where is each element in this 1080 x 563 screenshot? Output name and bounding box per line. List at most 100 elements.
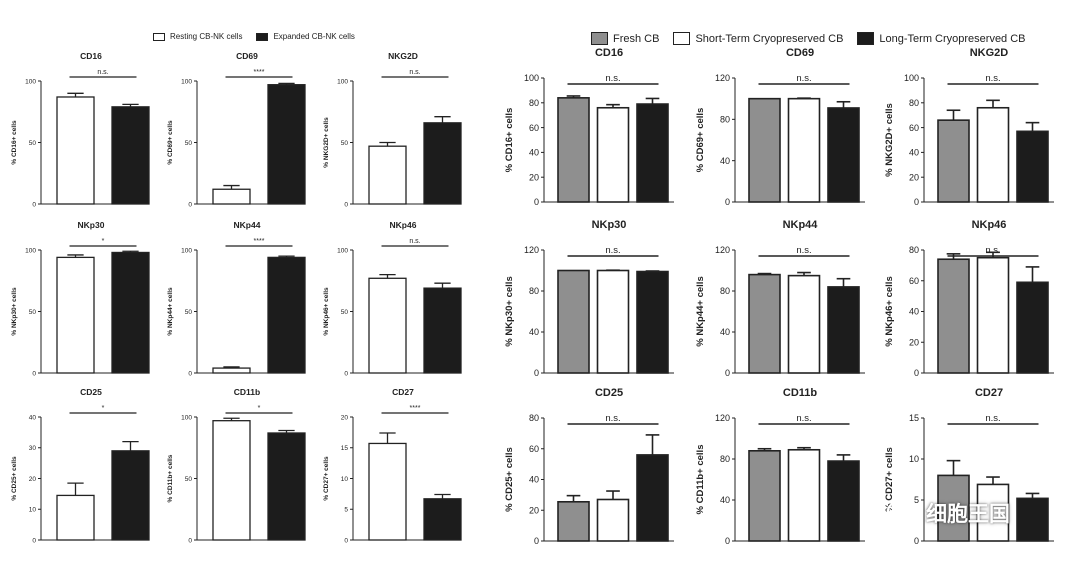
bar-1 [557, 500, 590, 542]
chart-panel-right-cd69: 0 40 80 120 % CD69+ cells CD69 n.s. [695, 47, 865, 207]
bar-3 [636, 270, 669, 374]
legend-label: Expanded CB-NK cells [273, 32, 355, 41]
y-tick-label: 0 [32, 201, 36, 208]
chart-panel-left-cd69: 0 50 100 % CD69+ cells CD69 **** [167, 51, 306, 208]
y-tick-label: 120 [715, 73, 730, 83]
chart-title: CD69 [786, 47, 814, 59]
significance-label: n.s. [985, 245, 1000, 256]
chart-title: CD27 [975, 387, 1003, 399]
chart-title: CD16 [595, 47, 623, 59]
chart-title: CD69 [236, 51, 258, 61]
significance-label: n.s. [605, 413, 620, 424]
bar-2 [423, 498, 462, 541]
significance-label: n.s. [796, 73, 811, 84]
y-tick-label: 5 [914, 495, 919, 505]
y-axis-label: % CD16+ cells [11, 120, 18, 165]
y-tick-label: 120 [715, 245, 730, 255]
chart-panel-right-cd11b: 0 40 80 120 % CD11b+ cells CD11b n.s. [695, 387, 865, 546]
chart-panel-left-cd27: 0 5 10 15 20 % CD27+ cells CD27 **** [323, 387, 462, 544]
y-axis-label: % CD11b+ cells [695, 445, 706, 515]
chart-panel-left-cd11b: 0 50 100 % CD11b+ cells CD11b * [167, 387, 306, 544]
bar-2 [267, 84, 306, 205]
bar-2 [111, 251, 150, 374]
y-tick-label: 0 [344, 537, 348, 544]
bar-1 [557, 97, 590, 203]
y-tick-label: 0 [344, 201, 348, 208]
y-tick-label: 50 [185, 140, 193, 147]
chart-title: CD27 [392, 387, 414, 397]
y-tick-label: 0 [188, 370, 192, 377]
chart-title: CD11b [783, 387, 818, 399]
y-tick-label: 0 [914, 197, 919, 207]
y-tick-label: 100 [181, 78, 192, 85]
y-tick-label: 60 [909, 276, 919, 286]
y-tick-label: 40 [529, 475, 539, 485]
bar-1 [748, 449, 781, 542]
y-axis-label: % NKG2D+ cells [884, 103, 895, 177]
bar-3 [827, 460, 860, 542]
bar-3 [827, 107, 860, 203]
chart-panel-right-cd16: 0 20 40 60 80 100 % CD16+ cells CD16 n.s. [504, 47, 674, 207]
chart-panel-left-nkg2d: 0 50 100 % NKG2D+ cells NKG2D n.s. [323, 51, 462, 208]
bar-1 [212, 420, 251, 541]
y-axis-label: % CD27+ cells [323, 456, 330, 501]
y-tick-label: 50 [341, 140, 349, 147]
y-axis-label: % NKp44+ cells [695, 276, 706, 347]
y-tick-label: 50 [185, 309, 193, 316]
chart-panel-left-nkp30: 0 50 100 % NKp30+ cells NKp30 * [11, 220, 150, 377]
significance-label: n.s. [409, 238, 420, 245]
y-tick-label: 80 [720, 114, 730, 124]
y-axis-label: % CD69+ cells [167, 120, 174, 165]
bar-2 [787, 274, 821, 374]
legend-swatch [673, 32, 691, 45]
bar-2 [596, 498, 630, 542]
bar-2 [976, 106, 1010, 203]
y-tick-label: 0 [188, 201, 192, 208]
y-tick-label: 100 [25, 78, 36, 85]
y-tick-label: 30 [29, 445, 37, 452]
significance-label: n.s. [409, 69, 420, 76]
bar-3 [636, 103, 669, 203]
y-tick-label: 80 [720, 454, 730, 464]
significance-label: **** [254, 69, 265, 76]
y-tick-label: 20 [529, 172, 539, 182]
y-tick-label: 60 [909, 123, 919, 133]
y-tick-label: 0 [725, 536, 730, 546]
y-tick-label: 0 [188, 537, 192, 544]
y-tick-label: 100 [25, 247, 36, 254]
chart-panel-right-nkp46: 0 20 40 60 80 % NKp46+ cells NKp46 n.s. [884, 219, 1054, 378]
y-tick-label: 100 [904, 73, 919, 83]
legend-swatch [153, 32, 165, 41]
y-tick-label: 120 [715, 413, 730, 423]
legend-swatch [857, 32, 875, 45]
y-tick-label: 50 [29, 140, 37, 147]
legend-label: Fresh CB [613, 32, 660, 45]
y-tick-label: 0 [914, 536, 919, 546]
bar-1 [212, 188, 251, 205]
y-tick-label: 0 [344, 370, 348, 377]
chart-title: NKp44 [234, 220, 261, 230]
chart-panel-right-nkp44: 0 40 80 120 % NKp44+ cells NKp44 n.s. [695, 219, 865, 378]
y-tick-label: 40 [29, 414, 37, 421]
bar-2 [787, 448, 821, 542]
y-tick-label: 20 [909, 337, 919, 347]
bar-1 [368, 277, 407, 374]
legend-swatch [591, 32, 608, 45]
bar-2 [976, 256, 1010, 374]
bar-1 [56, 256, 95, 374]
significance-label: n.s. [985, 73, 1000, 84]
bar-2 [111, 106, 150, 205]
legend-item: Resting CB-NK cells [153, 32, 242, 41]
y-tick-label: 0 [534, 536, 539, 546]
significance-label: n.s. [605, 73, 620, 84]
chart-title: CD25 [80, 387, 102, 397]
chart-title: NKG2D [388, 51, 418, 61]
y-tick-label: 0 [534, 368, 539, 378]
y-tick-label: 15 [909, 413, 919, 423]
y-tick-label: 15 [341, 445, 349, 452]
y-tick-label: 80 [909, 98, 919, 108]
y-tick-label: 20 [341, 414, 349, 421]
y-tick-label: 40 [529, 327, 539, 337]
legend-item: Expanded CB-NK cells [256, 32, 355, 41]
bar-1 [368, 145, 407, 205]
